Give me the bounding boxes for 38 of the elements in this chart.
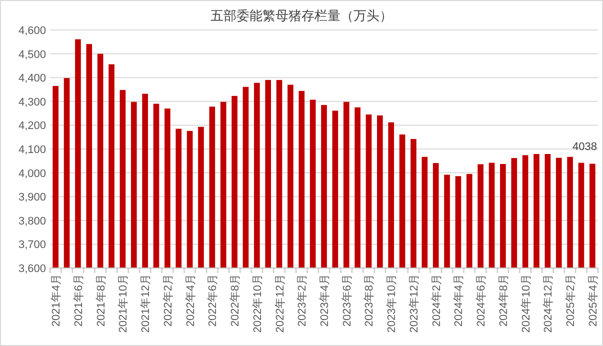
x-tick-label: 2022年8月 (230, 274, 242, 327)
y-tick-label: 4,300 (18, 96, 46, 108)
x-tick-label: 2023年8月 (364, 274, 376, 327)
y-tick-label: 4,500 (18, 48, 46, 61)
x-tick-label: 2022年12月 (274, 274, 286, 333)
data-label: 4038 (572, 140, 597, 153)
y-tick-label: 4,400 (18, 72, 46, 85)
x-tick-label: 2025年4月 (587, 274, 600, 327)
x-tick-label: 2024年8月 (498, 274, 510, 327)
y-tick-label: 4,000 (18, 168, 46, 180)
y-tick-label: 4,100 (18, 144, 46, 156)
x-tick-label: 2023年10月 (386, 274, 398, 333)
x-tick-label: 2023年4月 (319, 274, 331, 327)
x-tick-label: 2022年4月 (184, 274, 197, 327)
x-tick-label: 2023年6月 (341, 274, 354, 327)
x-tick-label: 2021年10月 (118, 274, 130, 333)
x-tick-label: 2024年2月 (430, 274, 443, 327)
x-tick-label: 2024年12月 (542, 274, 555, 333)
x-tick-label: 2021年4月 (50, 274, 63, 327)
x-tick-label: 2024年6月 (476, 274, 488, 327)
y-tick-label: 4,200 (18, 120, 46, 132)
x-tick-label: 2022年6月 (207, 274, 220, 327)
y-tick-label: 3,800 (18, 215, 46, 228)
x-tick-label: 2024年4月 (453, 274, 466, 327)
x-tick-label: 2021年8月 (95, 274, 108, 327)
y-tick-label: 4,600 (18, 25, 46, 37)
y-tick-label: 3,700 (18, 239, 46, 252)
x-tick-label: 2023年2月 (296, 274, 309, 327)
x-tick-label: 2021年12月 (140, 274, 152, 333)
x-tick-label: 2024年10月 (520, 274, 532, 333)
y-tick-label: 3,900 (18, 192, 46, 204)
x-tick-label: 2023年12月 (408, 274, 420, 333)
x-tick-label: 2025年2月 (565, 274, 578, 327)
chart-title: 五部委能繁母猪存栏量（万头） (210, 8, 392, 23)
x-tick-label: 2021年6月 (72, 274, 85, 327)
x-tick-label: 2022年2月 (162, 274, 174, 327)
y-tick-label: 3,600 (18, 263, 46, 275)
x-tick-label: 2022年10月 (252, 274, 264, 333)
